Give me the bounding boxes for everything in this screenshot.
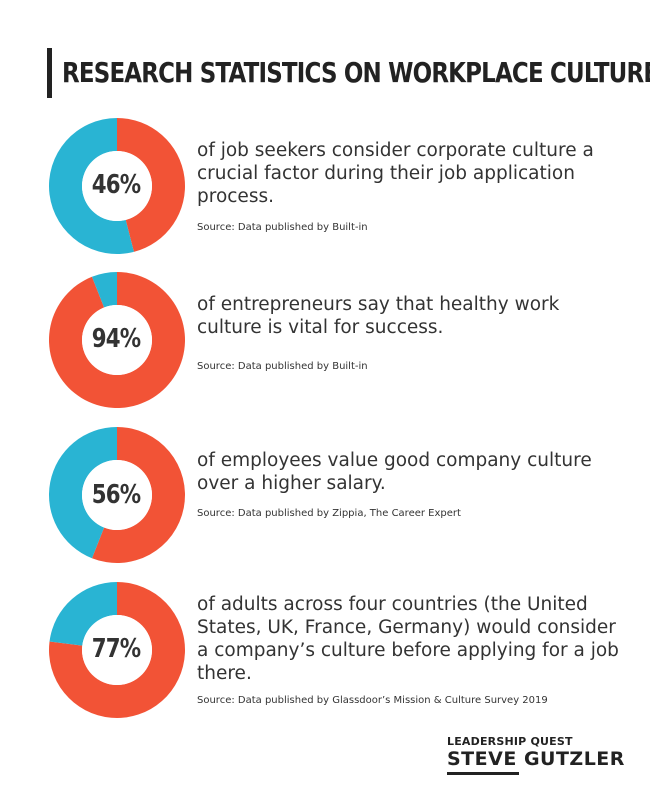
donut-slice-primary <box>49 582 185 718</box>
donut-chart-2 <box>48 272 185 408</box>
stat-source-1: Source: Data published by Built-in <box>197 222 368 233</box>
donut-slice-primary <box>48 272 185 408</box>
donut-slice-primary <box>117 118 185 252</box>
stat-description-3: of employees value good company culture … <box>197 450 592 494</box>
logo-last-name: GUTZLER <box>523 748 625 770</box>
donut-slice-remainder <box>48 118 134 255</box>
donut-hole <box>82 460 152 530</box>
logo-underline <box>447 772 519 775</box>
stat-description-4: of adults across four countries (the Uni… <box>197 594 619 684</box>
stat-source-4: Source: Data published by Glassdoor’s Mi… <box>197 695 548 706</box>
percent-label-4: 77% <box>91 634 141 664</box>
donut-chart-4 <box>49 582 185 718</box>
stat-source-2: Source: Data published by Built-in <box>197 361 368 372</box>
donut-chart-1 <box>48 118 185 255</box>
donut-hole <box>82 151 152 221</box>
logo-name: STEVE GUTZLER <box>447 748 625 770</box>
donut-slice-remainder <box>91 272 117 308</box>
donut-slice-remainder <box>49 582 117 646</box>
logo-tagline: LEADERSHIP QUEST <box>447 735 573 748</box>
donut-slice-primary <box>91 427 185 563</box>
percent-label-2: 94% <box>91 324 141 354</box>
donut-chart-3 <box>48 427 185 563</box>
donut-hole <box>82 615 152 685</box>
stat-description-2: of entrepreneurs say that healthy work c… <box>197 294 560 338</box>
logo-first-name: STEVE <box>447 748 517 770</box>
donut-slice-remainder <box>48 427 117 559</box>
percent-label-3: 56% <box>91 480 141 510</box>
stat-description-1: of job seekers consider corporate cultur… <box>197 140 594 207</box>
donut-hole <box>82 305 152 375</box>
percent-label-1: 46% <box>91 170 141 200</box>
page-title: RESEARCH STATISTICS ON WORKPLACE CULTURE <box>62 56 650 89</box>
stat-source-3: Source: Data published by Zippia, The Ca… <box>197 508 461 519</box>
title-accent-bar <box>47 48 52 98</box>
